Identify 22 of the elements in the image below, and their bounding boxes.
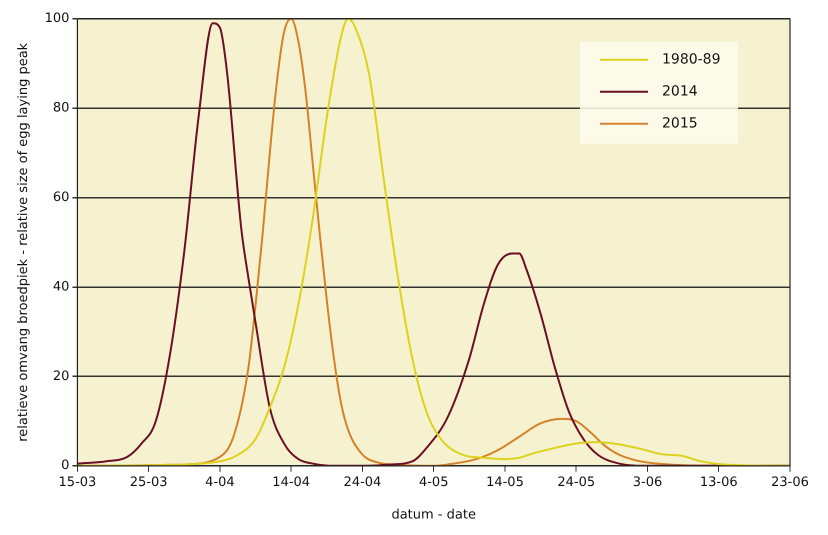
y-tick-label: 0: [61, 458, 70, 474]
x-tick-label: 4-05: [418, 474, 448, 490]
x-tick-label: 13-06: [700, 474, 738, 490]
y-tick-label: 40: [52, 279, 70, 294]
legend-label: 2015: [662, 115, 698, 132]
x-tick-label: 15-03: [58, 474, 96, 490]
y-axis-title: relatieve omvang broedpiek - relative size of egg laying peak: [16, 42, 32, 442]
x-tick-label: 14-04: [272, 474, 310, 490]
y-tick-label: 100: [44, 11, 70, 26]
y-tick-label: 20: [52, 368, 70, 384]
legend-label: 2014: [662, 83, 698, 100]
x-tick-label: 14-05: [486, 474, 524, 490]
x-tick-label: 25-03: [130, 474, 168, 490]
x-axis-title: datum - date: [391, 508, 476, 523]
x-tick-label: 3-06: [632, 474, 662, 490]
x-tick-label: 24-04: [344, 474, 382, 490]
y-tick-label: 80: [52, 100, 70, 116]
y-tick-label: 60: [52, 190, 70, 205]
x-tick-label: 23-06: [771, 474, 809, 490]
x-tick-label: 4-04: [205, 474, 235, 490]
legend-label: 1980-89: [662, 51, 720, 68]
x-tick-label: 24-05: [557, 474, 596, 490]
